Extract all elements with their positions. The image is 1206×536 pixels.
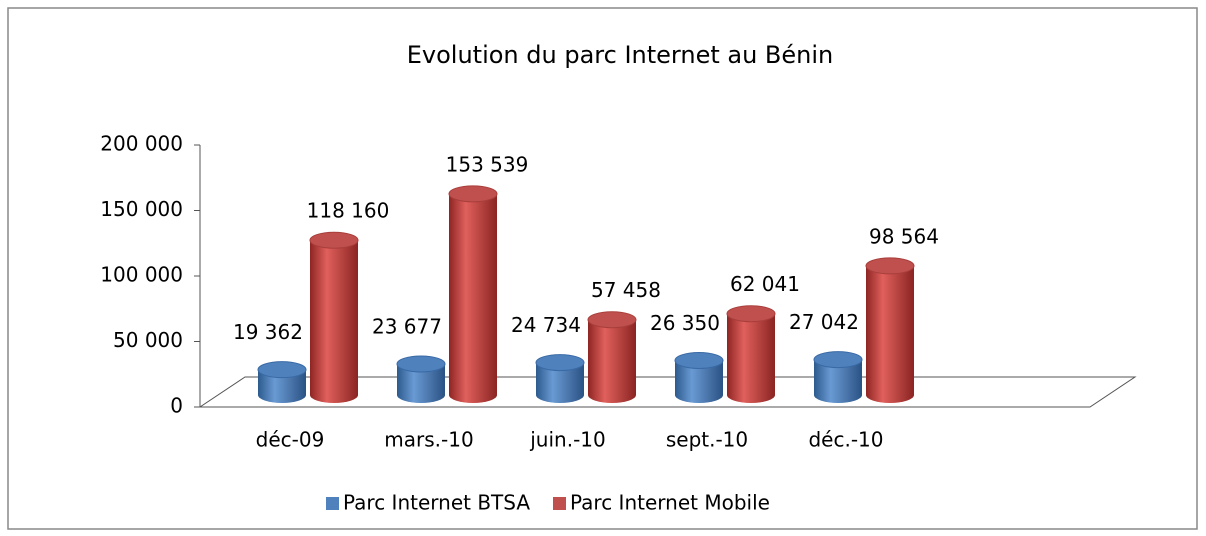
- value-label: 57 458: [591, 278, 661, 302]
- bar-body: [397, 363, 445, 403]
- value-label: 27 042: [789, 310, 859, 334]
- value-label: 24 734: [511, 313, 581, 337]
- bar-top: [587, 311, 637, 329]
- bar-body: [727, 313, 775, 403]
- x-tick-label: déc-09: [256, 428, 325, 452]
- x-tick-label: mars.-10: [384, 428, 473, 452]
- legend-label: Parc Internet BTSA: [343, 491, 530, 515]
- bar-body: [449, 193, 497, 403]
- value-label: 118 160: [307, 199, 390, 223]
- bar-top: [535, 354, 585, 372]
- bar-body: [588, 319, 636, 403]
- bar-top: [865, 257, 915, 275]
- bar-top: [309, 231, 359, 249]
- y-tick-label: 150 000: [100, 197, 183, 221]
- value-label: 19 362: [233, 320, 303, 344]
- value-label: 62 041: [730, 272, 800, 296]
- bar-top: [396, 355, 446, 373]
- value-label: 23 677: [372, 314, 442, 338]
- y-tick-label: 0: [170, 394, 183, 418]
- bar-top: [448, 185, 498, 203]
- legend-label: Parc Internet Mobile: [570, 491, 770, 515]
- value-label: 153 539: [446, 152, 529, 176]
- bar-body: [814, 359, 862, 403]
- value-label: 98 564: [869, 224, 939, 248]
- legend-swatch: [553, 497, 566, 510]
- y-tick-label: 100 000: [100, 263, 183, 287]
- y-tick-label: 200 000: [100, 132, 183, 156]
- bar-body: [675, 360, 723, 403]
- bar-body: [310, 240, 358, 403]
- legend-swatch: [326, 497, 339, 510]
- bar-body: [866, 265, 914, 403]
- bar-body: [536, 362, 584, 403]
- bar-body: [258, 369, 306, 403]
- bar-top: [257, 361, 307, 379]
- x-tick-label: déc.-10: [808, 428, 883, 452]
- x-tick-label: sept.-10: [666, 428, 748, 452]
- bar-top: [813, 351, 863, 369]
- bar-top: [674, 351, 724, 369]
- chart-border: [7, 7, 1198, 530]
- x-tick-label: juin.-10: [529, 428, 606, 452]
- value-label: 26 350: [650, 311, 720, 335]
- y-tick-label: 50 000: [113, 328, 183, 352]
- chart-title: Evolution du parc Internet au Bénin: [407, 41, 834, 69]
- bar-top: [726, 305, 776, 323]
